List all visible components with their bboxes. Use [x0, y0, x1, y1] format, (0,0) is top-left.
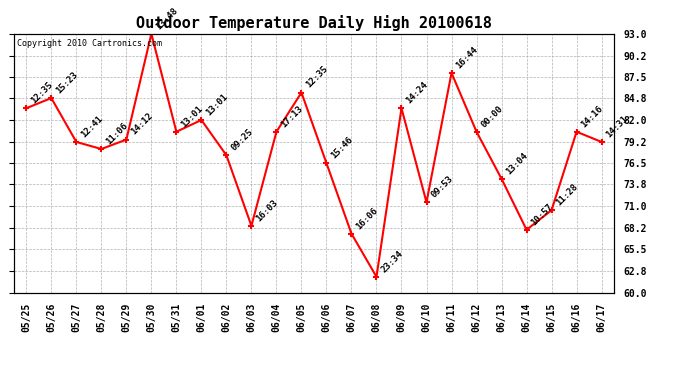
Text: 14:12: 14:12	[129, 111, 155, 137]
Text: 13:01: 13:01	[179, 104, 204, 129]
Text: 16:44: 16:44	[454, 45, 480, 70]
Text: 10:57: 10:57	[529, 202, 555, 227]
Text: 15:23: 15:23	[54, 70, 79, 95]
Text: 13:04: 13:04	[504, 151, 530, 176]
Text: 12:35: 12:35	[304, 64, 330, 90]
Text: 14:31: 14:31	[604, 114, 630, 139]
Text: 12:41: 12:41	[79, 114, 104, 139]
Title: Outdoor Temperature Daily High 20100618: Outdoor Temperature Daily High 20100618	[136, 15, 492, 31]
Text: Copyright 2010 Cartronics.com: Copyright 2010 Cartronics.com	[17, 39, 161, 48]
Text: 16:06: 16:06	[354, 206, 380, 231]
Text: 09:53: 09:53	[429, 174, 455, 200]
Text: 17:13: 17:13	[279, 104, 304, 129]
Text: 16:03: 16:03	[254, 198, 279, 223]
Text: 14:24: 14:24	[404, 80, 430, 105]
Text: 00:00: 00:00	[480, 104, 504, 129]
Text: 11:06: 11:06	[104, 121, 130, 146]
Text: 11:28: 11:28	[554, 182, 580, 207]
Text: 15:46: 15:46	[329, 135, 355, 160]
Text: 13:48: 13:48	[154, 6, 179, 31]
Text: 14:16: 14:16	[580, 104, 604, 129]
Text: 23:34: 23:34	[380, 249, 404, 274]
Text: 12:35: 12:35	[29, 80, 55, 105]
Text: 13:01: 13:01	[204, 92, 230, 117]
Text: 09:25: 09:25	[229, 127, 255, 153]
